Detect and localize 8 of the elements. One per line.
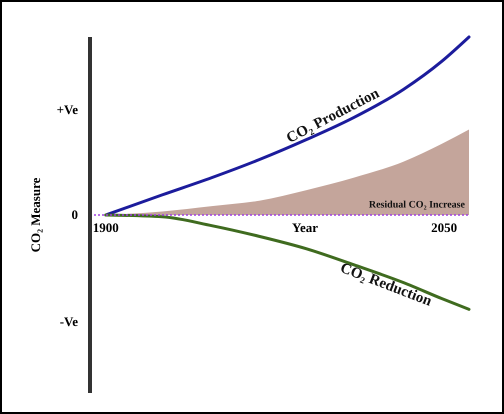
x-tick-label: 2050 (431, 220, 458, 235)
text: 0 (72, 207, 78, 222)
text: -Ve (60, 314, 78, 329)
x-tick-label: 1900 (92, 220, 119, 235)
x-axis-title: Year (292, 220, 318, 235)
text: +Ve (56, 102, 78, 117)
y-axis-title: CO₂ Measure (28, 177, 43, 252)
series-label: Residual CO₂ Increase (368, 199, 466, 210)
